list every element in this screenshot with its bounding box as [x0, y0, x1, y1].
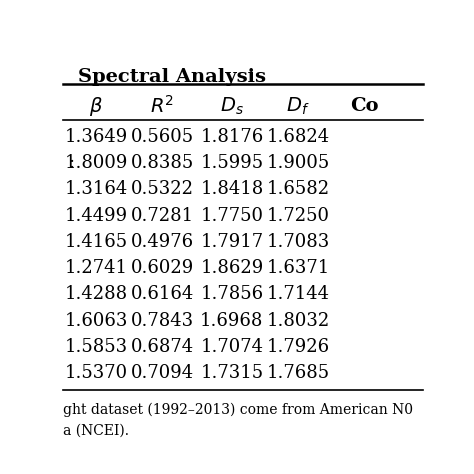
Text: 1.8009: 1.8009 [64, 154, 128, 172]
Text: :: : [68, 154, 74, 172]
Text: 1.5853: 1.5853 [64, 338, 128, 356]
Text: 0.7094: 0.7094 [130, 364, 194, 382]
Text: 1.7250: 1.7250 [266, 207, 329, 225]
Text: 1.7083: 1.7083 [266, 233, 329, 251]
Text: 1.9005: 1.9005 [266, 154, 329, 172]
Text: 1.6968: 1.6968 [200, 312, 264, 330]
Text: a (NCEI).: a (NCEI). [63, 423, 129, 437]
Text: $D_f$: $D_f$ [286, 95, 310, 117]
Text: $\beta$: $\beta$ [89, 95, 103, 118]
Text: 1.7750: 1.7750 [201, 207, 264, 225]
Text: 1.7856: 1.7856 [201, 285, 264, 303]
Text: 1.6371: 1.6371 [266, 259, 329, 277]
Text: 1.5995: 1.5995 [201, 154, 264, 172]
Text: 1.3164: 1.3164 [64, 180, 128, 198]
Text: 1.3649: 1.3649 [64, 128, 128, 146]
Text: 0.6029: 0.6029 [130, 259, 194, 277]
Text: 1.4499: 1.4499 [64, 207, 128, 225]
Text: 0.7843: 0.7843 [130, 312, 194, 330]
Text: 1.7315: 1.7315 [201, 364, 264, 382]
Text: $R^2$: $R^2$ [150, 95, 174, 117]
Text: 1.5370: 1.5370 [64, 364, 128, 382]
Text: 0.5322: 0.5322 [131, 180, 193, 198]
Text: 0.4976: 0.4976 [130, 233, 194, 251]
Text: 1.7144: 1.7144 [266, 285, 329, 303]
Text: 0.5605: 0.5605 [130, 128, 194, 146]
Text: Spectral Analysis: Spectral Analysis [78, 68, 265, 86]
Text: 1.7685: 1.7685 [266, 364, 329, 382]
Text: 1.7917: 1.7917 [201, 233, 264, 251]
Text: 0.6874: 0.6874 [130, 338, 194, 356]
Text: 1.8176: 1.8176 [201, 128, 264, 146]
Text: 1.6063: 1.6063 [64, 312, 128, 330]
Text: 0.6164: 0.6164 [130, 285, 194, 303]
Text: $D_s$: $D_s$ [220, 95, 244, 117]
Text: 1.8032: 1.8032 [266, 312, 329, 330]
Text: 1.6582: 1.6582 [266, 180, 329, 198]
Text: 0.8385: 0.8385 [130, 154, 194, 172]
Text: Co: Co [350, 97, 378, 115]
Text: 1.4288: 1.4288 [64, 285, 128, 303]
Text: 1.7926: 1.7926 [266, 338, 329, 356]
Text: 1.4165: 1.4165 [64, 233, 128, 251]
Text: 1.8629: 1.8629 [201, 259, 264, 277]
Text: 1.7074: 1.7074 [201, 338, 264, 356]
Text: 1.2741: 1.2741 [64, 259, 128, 277]
Text: 0.7281: 0.7281 [130, 207, 194, 225]
Text: ght dataset (1992–2013) come from American N0: ght dataset (1992–2013) come from Americ… [63, 403, 413, 418]
Text: 1.8418: 1.8418 [201, 180, 264, 198]
Text: 1.6824: 1.6824 [266, 128, 329, 146]
